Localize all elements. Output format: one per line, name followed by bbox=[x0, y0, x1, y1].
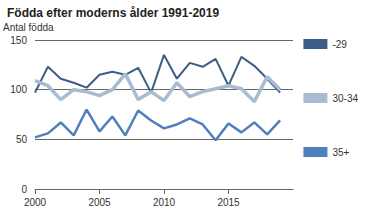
svg-text:30-34: 30-34 bbox=[332, 93, 358, 104]
svg-text:0: 0 bbox=[21, 184, 27, 195]
svg-text:2000: 2000 bbox=[24, 197, 47, 208]
svg-text:-29: -29 bbox=[332, 39, 347, 50]
svg-text:2005: 2005 bbox=[88, 197, 111, 208]
svg-text:Födda efter moderns ålder 1991: Födda efter moderns ålder 1991-2019 bbox=[7, 6, 219, 20]
svg-text:150: 150 bbox=[10, 35, 27, 46]
svg-text:2015: 2015 bbox=[217, 197, 240, 208]
svg-text:2010: 2010 bbox=[153, 197, 176, 208]
svg-text:50: 50 bbox=[16, 134, 28, 145]
svg-text:35+: 35+ bbox=[332, 147, 349, 158]
svg-text:Antal födda: Antal födda bbox=[3, 22, 54, 33]
svg-text:100: 100 bbox=[10, 84, 27, 95]
